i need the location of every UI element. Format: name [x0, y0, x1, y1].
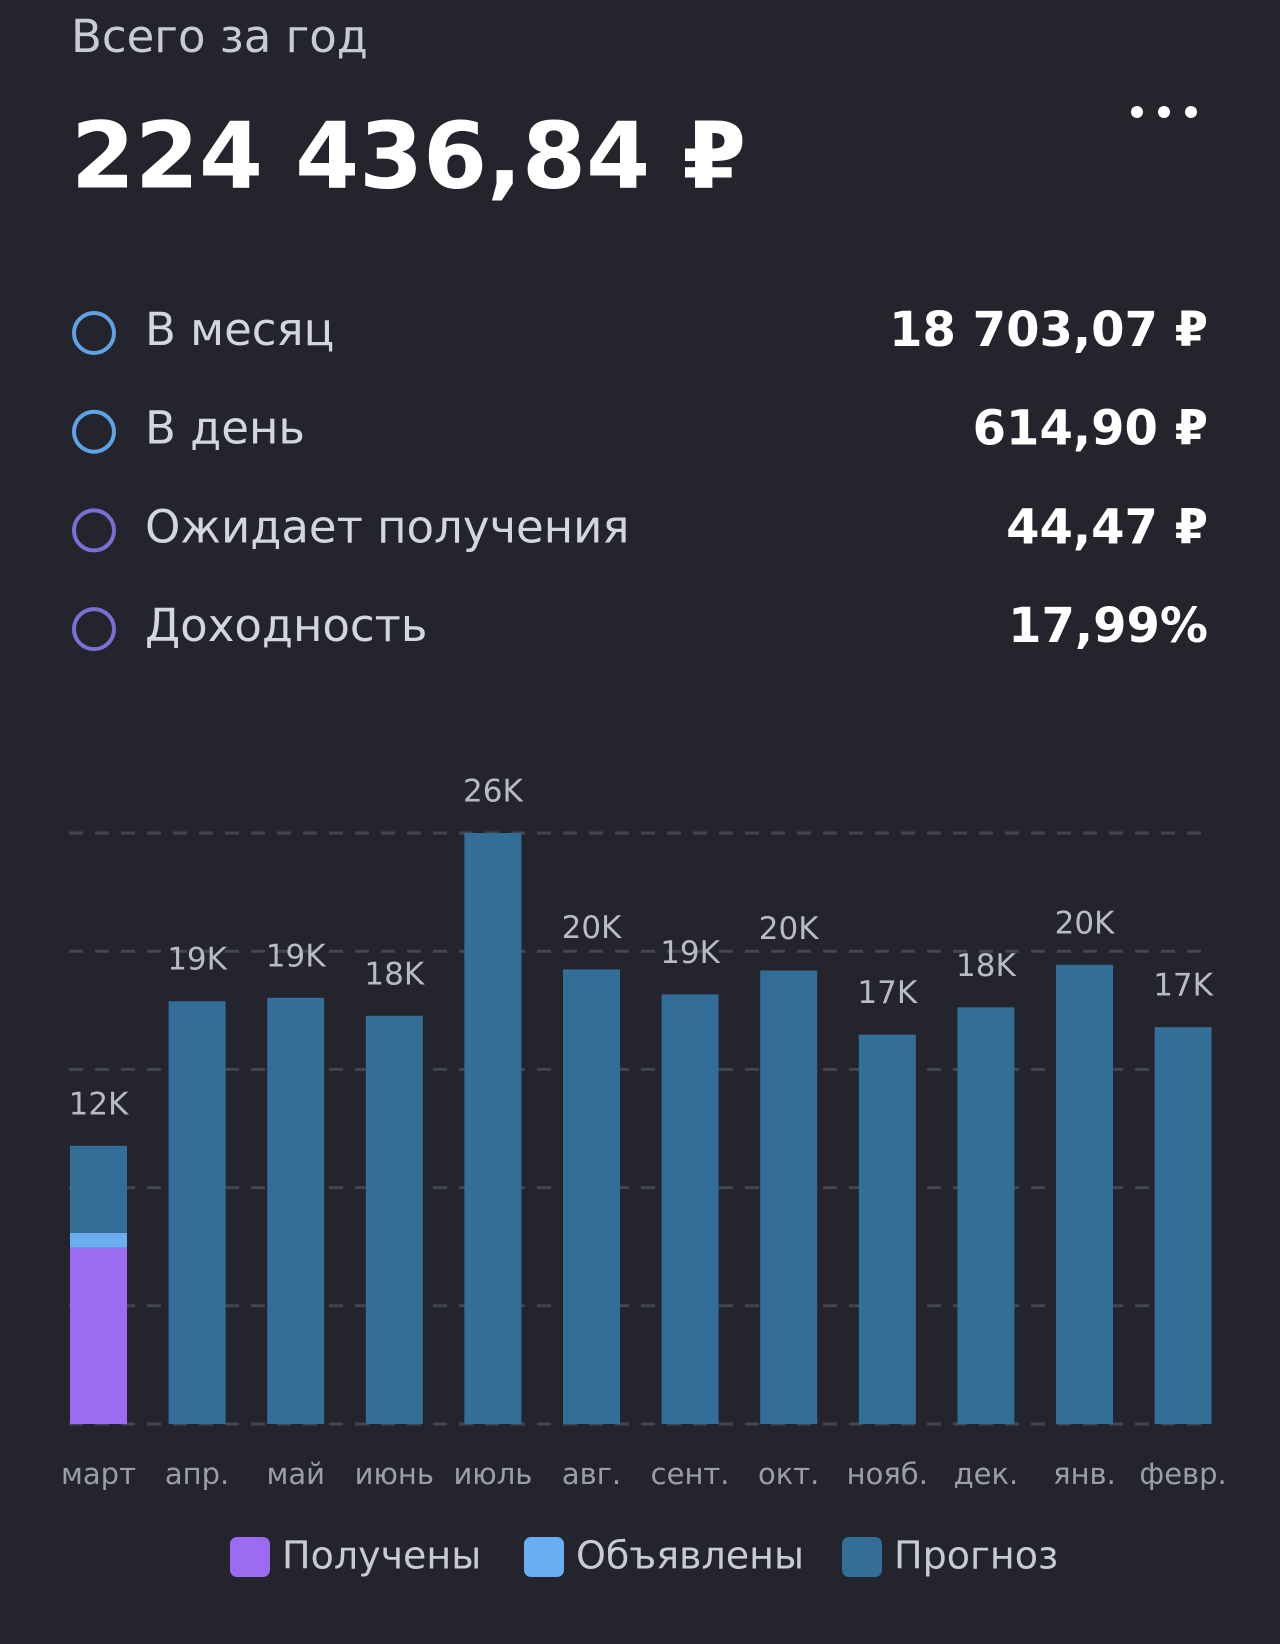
total-label: 20K: [759, 911, 819, 947]
x-tick-label: авг.: [562, 1457, 621, 1491]
total-label: 19K: [167, 942, 227, 978]
total-label: 12K: [69, 1086, 129, 1122]
x-tick-label: нояб.: [847, 1457, 928, 1491]
x-tick-label: июнь: [355, 1457, 434, 1491]
stat-value: 614,90 ₽: [973, 401, 1208, 457]
bar-segment: [70, 1247, 127, 1424]
stat-marker: [72, 508, 116, 553]
x-tick-label: окт.: [758, 1457, 819, 1491]
bar-segment: [1154, 1027, 1212, 1424]
bar-segment: [563, 969, 620, 1424]
legend-swatch: [842, 1537, 882, 1577]
x-tick-label: февр.: [1139, 1457, 1226, 1491]
stat-marker: [72, 311, 116, 355]
bar-segment: [957, 1007, 1015, 1424]
total-label: 19K: [266, 938, 326, 974]
bar-segment: [858, 1034, 916, 1424]
bar-segment: [267, 997, 325, 1424]
legend-label: Получены: [282, 1534, 481, 1578]
x-tick-label: сент.: [651, 1457, 730, 1491]
bar-segment: [168, 1001, 226, 1424]
stat-marker: [72, 607, 116, 652]
x-tick-label: май: [266, 1457, 325, 1491]
legend-label: Прогноз: [894, 1534, 1058, 1578]
total-label: 26K: [463, 774, 523, 810]
stat-value: 17,99%: [1008, 598, 1208, 654]
bar-segment: [464, 833, 522, 1424]
legend-label: Объявлены: [576, 1534, 804, 1578]
dot: [1185, 106, 1197, 118]
legend-swatch: [524, 1537, 564, 1577]
stat-value: 44,47 ₽: [1006, 499, 1208, 555]
x-tick-label: дек.: [954, 1457, 1019, 1491]
total-label: 20K: [1055, 905, 1115, 941]
total-label: 19K: [660, 935, 720, 971]
legend-swatch: [230, 1537, 270, 1577]
bar-segment: [365, 1015, 423, 1424]
more-menu[interactable]: [1131, 106, 1197, 118]
total-label: 18K: [956, 948, 1016, 984]
stat-value: 18 703,07 ₽: [889, 302, 1208, 358]
stat-label: В месяц: [145, 303, 334, 356]
total-label: 20K: [562, 910, 622, 946]
x-tick-label: янв.: [1053, 1457, 1116, 1491]
x-tick-label: июль: [453, 1457, 532, 1491]
total-label: 17K: [1153, 968, 1213, 1004]
stat-label: Доходность: [145, 599, 427, 652]
stat-marker: [72, 409, 116, 454]
x-tick-label: март: [61, 1457, 136, 1491]
dot: [1158, 106, 1170, 118]
bar-segment: [1056, 964, 1113, 1424]
bar-segment: [70, 1232, 127, 1248]
bar-segment: [661, 994, 719, 1424]
bar-segment: [760, 970, 818, 1424]
total-label: 17K: [857, 975, 917, 1011]
bar-segment: [70, 1145, 127, 1233]
total-amount: 224 436,84 ₽: [71, 102, 746, 209]
title: Всего за год: [71, 10, 368, 63]
stat-label: Ожидает получения: [145, 500, 629, 553]
x-tick-label: апр.: [165, 1457, 229, 1491]
stat-label: В день: [145, 402, 305, 455]
dot: [1131, 106, 1143, 118]
total-label: 18K: [364, 956, 424, 992]
